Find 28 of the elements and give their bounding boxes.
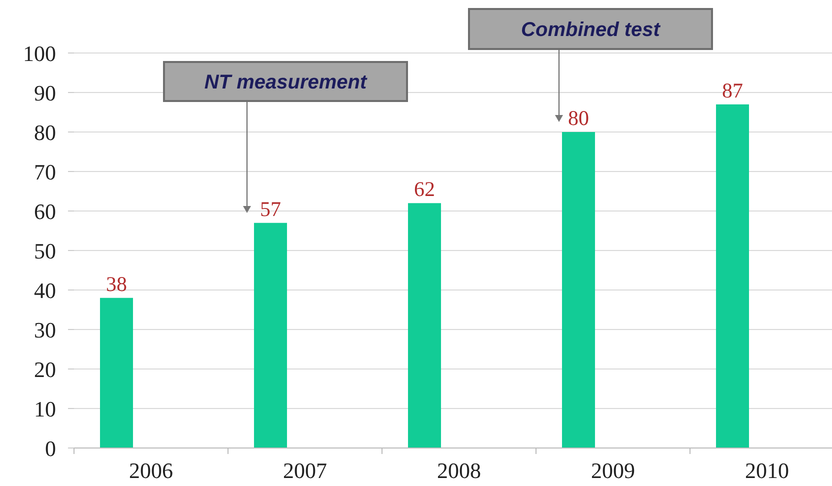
y-tick-label: 0 bbox=[45, 436, 56, 461]
y-tick-label: 30 bbox=[34, 317, 56, 342]
y-tick-label: 80 bbox=[34, 120, 56, 145]
bar bbox=[562, 132, 595, 448]
bar bbox=[408, 203, 441, 448]
y-tick-label: 90 bbox=[34, 80, 56, 106]
data-label: 80 bbox=[568, 106, 589, 130]
y-tick-label: 100 bbox=[23, 40, 56, 66]
x-tick-label: 2006 bbox=[129, 458, 173, 483]
data-label: 38 bbox=[106, 272, 127, 296]
data-label: 62 bbox=[414, 177, 435, 202]
bar bbox=[254, 222, 287, 448]
y-tick-label: 70 bbox=[34, 159, 56, 184]
x-tick-label: 2009 bbox=[591, 458, 635, 483]
data-label: 87 bbox=[722, 78, 743, 102]
x-tick-label: 2007 bbox=[283, 458, 327, 483]
x-tick-label: 2010 bbox=[745, 458, 789, 483]
text: Combined test bbox=[521, 19, 662, 41]
bar bbox=[716, 104, 749, 448]
y-tick-label: 10 bbox=[34, 396, 56, 422]
data-label: 57 bbox=[260, 196, 281, 221]
x-tick-label: 2008 bbox=[437, 458, 481, 483]
y-tick-label: 60 bbox=[34, 198, 56, 224]
y-tick-label: 20 bbox=[34, 356, 56, 382]
annotation: NT measurement bbox=[204, 72, 368, 94]
y-tick-label: 40 bbox=[34, 278, 56, 303]
y-tick-label: 50 bbox=[34, 238, 56, 264]
bar bbox=[100, 298, 133, 448]
